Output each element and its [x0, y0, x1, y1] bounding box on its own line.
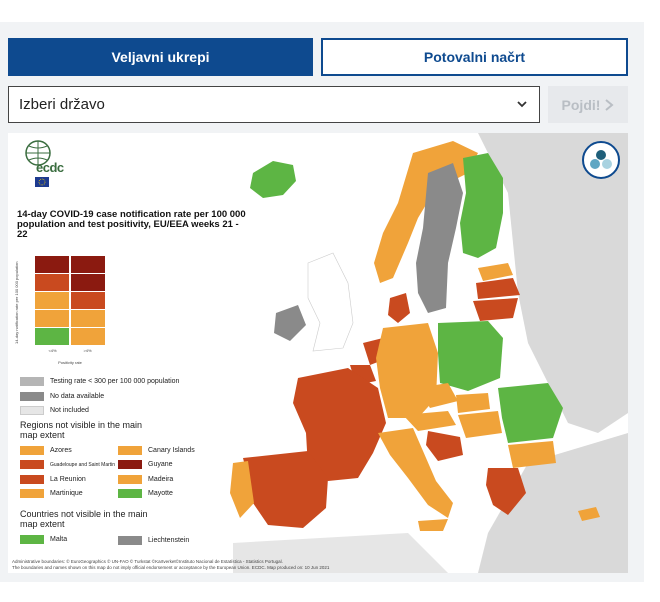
legend-region: Guyane: [118, 460, 173, 469]
country-slovakia[interactable]: [456, 393, 490, 413]
legend-swatch: [118, 460, 142, 469]
go-button-label: Pojdi!: [561, 96, 601, 113]
matrix-x-axis-label: Positivity rate: [58, 360, 82, 365]
legend-label: No data available: [50, 393, 105, 400]
country-finland[interactable]: [460, 153, 503, 258]
legend-swatch: [20, 489, 44, 498]
legend-item-no-data: No data available: [20, 392, 104, 401]
attribution-line: The boundaries and names shown on this m…: [12, 564, 330, 570]
eu-flag-icon: [35, 177, 49, 187]
country-estonia[interactable]: [478, 263, 513, 281]
attribution-line: Administrative boundaries: © EuroGeograp…: [12, 559, 283, 564]
country-bulgaria[interactable]: [508, 441, 556, 468]
notification-positivity-matrix: [35, 256, 105, 345]
legend-label: Martinique: [50, 490, 83, 497]
legend-region: Canary Islands: [118, 446, 195, 455]
legend-label: Madeira: [148, 476, 174, 483]
legend-label: Canary Islands: [148, 447, 195, 454]
layers-icon: [590, 150, 612, 169]
legend-item-testing-rate: Testing rate < 300 per 100 000 populatio…: [20, 377, 179, 386]
country-portugal[interactable]: [230, 461, 254, 518]
legend-swatch: [20, 460, 44, 469]
country-italy[interactable]: [378, 428, 453, 518]
country-croatia[interactable]: [426, 431, 463, 461]
country-sweden[interactable]: [416, 163, 463, 313]
region-not-included-east: [478, 133, 628, 433]
map-attribution: Administrative boundaries: © EuroGeograp…: [12, 559, 512, 570]
country-hungary[interactable]: [458, 411, 502, 438]
go-button[interactable]: Pojdi!: [548, 86, 628, 123]
country-poland[interactable]: [438, 321, 503, 391]
countries-header: Countries not visible in the main map ex…: [20, 509, 148, 529]
matrix-y-axis-label: 14-day notification rate per 100 000 pop…: [14, 261, 19, 345]
legend-swatch: [118, 489, 142, 498]
legend-item-not-included: Not included: [20, 406, 89, 415]
legend-label: Azores: [50, 447, 72, 454]
tab-travel-plan[interactable]: Potovalni načrt: [321, 38, 628, 76]
legend-region: Madeira: [118, 475, 173, 484]
country-select-value: Izberi državo: [19, 96, 105, 113]
country-greece[interactable]: [486, 468, 526, 515]
legend-region: La Reunion: [20, 475, 86, 484]
legend-label: La Reunion: [50, 476, 86, 483]
legend-region: Mayotte: [118, 489, 173, 498]
country-czechia[interactable]: [418, 383, 458, 408]
legend-swatch: [20, 446, 44, 455]
matrix-x-tick: <4%: [48, 348, 57, 353]
covid-map[interactable]: ecdc 14-day COVID-19 case notification r…: [8, 133, 628, 573]
tab-current-measures[interactable]: Veljavni ukrepi: [8, 38, 313, 76]
legend-swatch: [118, 536, 142, 545]
europe-map-graphic[interactable]: [8, 133, 628, 573]
region-not-included-southeast: [478, 433, 628, 573]
legend-swatch: [20, 406, 44, 415]
layers-button[interactable]: [582, 141, 620, 179]
country-denmark[interactable]: [388, 293, 410, 323]
ecdc-logo-text: ecdc: [36, 160, 64, 175]
legend-country: Liechtenstein: [118, 536, 189, 545]
regions-header: Regions not visible in the main map exte…: [20, 420, 143, 440]
chevron-right-icon: [605, 98, 614, 111]
country-latvia[interactable]: [476, 278, 520, 299]
country-ireland[interactable]: [274, 305, 306, 341]
chevron-down-icon: [517, 101, 527, 108]
legend-country: Malta: [20, 535, 67, 544]
ecdc-globe-icon: [25, 140, 51, 166]
country-lithuania[interactable]: [473, 298, 518, 321]
legend-swatch: [118, 446, 142, 455]
legend-label: Guadeloupe and Saint Martin: [50, 461, 116, 468]
legend-label: Mayotte: [148, 490, 173, 497]
country-romania[interactable]: [498, 383, 563, 443]
legend-label: Testing rate < 300 per 100 000 populatio…: [50, 378, 180, 385]
island-sicily[interactable]: [418, 519, 448, 531]
legend-swatch: [20, 392, 44, 401]
legend-label: Not included: [50, 407, 89, 414]
country-cyprus[interactable]: [578, 507, 600, 521]
country-uk-not-included: [307, 252, 354, 352]
legend-swatch: [20, 535, 44, 544]
legend-label: Malta: [50, 536, 68, 543]
legend-region: Azores: [20, 446, 72, 455]
legend-swatch: [20, 475, 44, 484]
legend-label: Liechtenstein: [148, 537, 190, 544]
country-austria[interactable]: [403, 411, 456, 431]
country-france[interactable]: [293, 368, 386, 481]
legend-swatch: [20, 377, 44, 386]
country-iceland[interactable]: [250, 161, 296, 198]
matrix-x-tick: >4%: [83, 348, 92, 353]
matrix-x-ticks: <4% >4%: [35, 348, 105, 353]
country-spain[interactable]: [243, 451, 328, 528]
map-legend: ecdc 14-day COVID-19 case notification r…: [8, 133, 246, 573]
region-north-africa: [233, 533, 448, 573]
legend-region: Guadeloupe and Saint Martin: [20, 460, 116, 469]
country-select[interactable]: Izberi državo: [8, 86, 540, 123]
legend-swatch: [118, 475, 142, 484]
map-title: 14-day COVID-19 case notification rate p…: [17, 209, 246, 240]
legend-label: Guyane: [148, 461, 173, 468]
legend-region: Martinique: [20, 489, 83, 498]
